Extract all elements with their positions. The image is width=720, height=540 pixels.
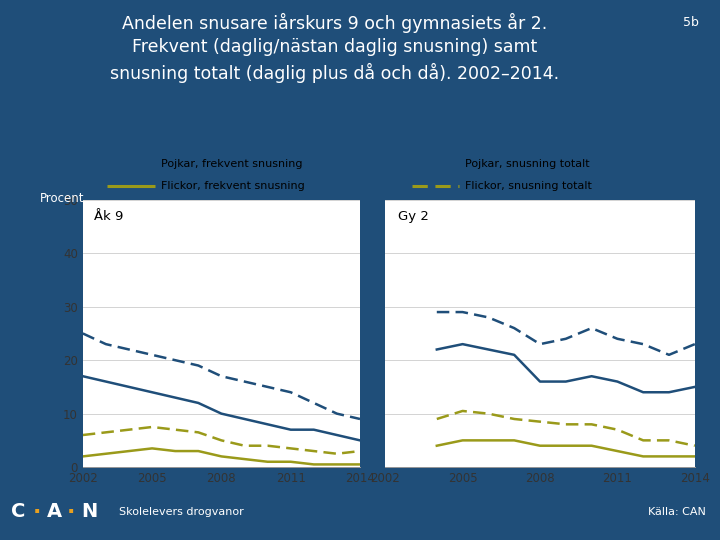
Text: Skolelevers drogvanor: Skolelevers drogvanor xyxy=(119,507,243,517)
Text: Åk 9: Åk 9 xyxy=(94,211,123,224)
Text: ·: · xyxy=(32,502,41,522)
Text: Källa: CAN: Källa: CAN xyxy=(648,507,706,517)
Text: Andelen snusare iårskurs 9 och gymnasiets år 2.
Frekvent (daglig/nästan daglig s: Andelen snusare iårskurs 9 och gymnasiet… xyxy=(110,13,559,83)
Text: A: A xyxy=(47,502,62,521)
Text: Pojkar, frekvent snusning: Pojkar, frekvent snusning xyxy=(161,159,302,169)
Text: Flickor, snusning totalt: Flickor, snusning totalt xyxy=(465,180,593,191)
Text: Procent: Procent xyxy=(40,192,84,205)
Text: Gy 2: Gy 2 xyxy=(397,211,428,224)
Text: N: N xyxy=(81,502,98,521)
Text: C: C xyxy=(11,502,25,521)
Text: Pojkar, snusning totalt: Pojkar, snusning totalt xyxy=(465,159,590,169)
Text: 5b: 5b xyxy=(683,16,698,29)
Text: ·: · xyxy=(67,502,76,522)
Text: Flickor, frekvent snusning: Flickor, frekvent snusning xyxy=(161,180,305,191)
